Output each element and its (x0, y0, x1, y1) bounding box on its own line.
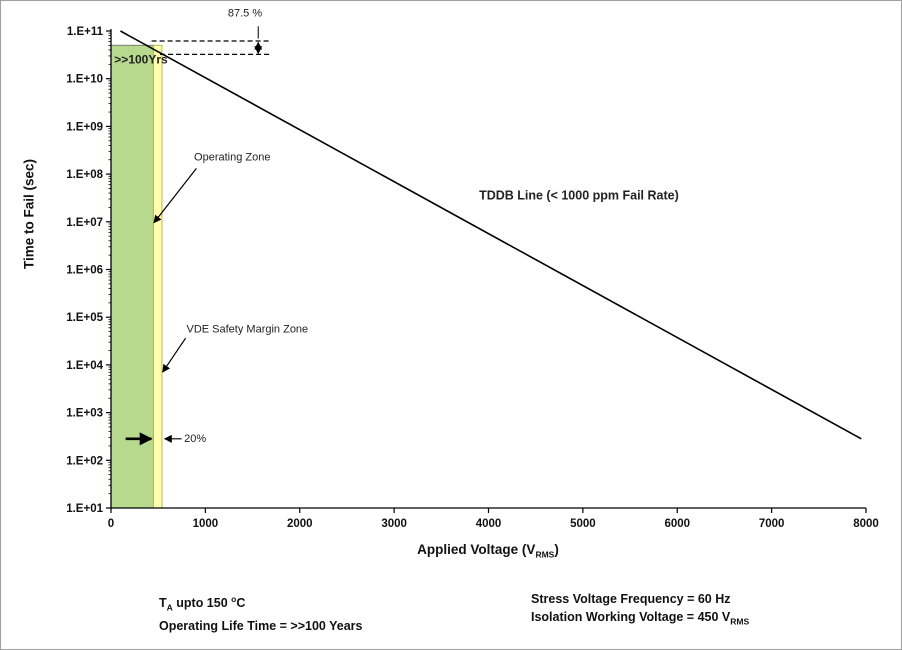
y-tick-label: 1.E+11 (67, 26, 104, 38)
y-tick-label: 1.E+05 (66, 312, 103, 324)
x-axis-title: Applied Voltage (VRMS) (417, 542, 559, 560)
x-tick-label: 5000 (570, 518, 596, 530)
chart-canvas: 1.E+01 1.E+02 1.E+03 1.E+04 1.E+05 1.E+06 1.E+… (66, 8, 879, 530)
y-tick-label: 1.E+07 (66, 217, 103, 229)
annotation-tddb-line-label: TDDB Line (< 1000 ppm Fail Rate) (479, 188, 679, 202)
notes-right: Stress Voltage Frequency = 60 Hz Isolati… (531, 590, 749, 631)
notes-left: TA upto 150 oC Operating Life Time = >>1… (159, 590, 362, 635)
annotation-operating-zone: Operating Zone (194, 152, 270, 164)
y-tick-label: 1.E+03 (66, 408, 103, 420)
x-tick-label: 4000 (476, 518, 502, 530)
x-axis-title-post: ) (554, 542, 559, 557)
annotation-years: >>100Yrs (114, 52, 168, 66)
zone-operating (110, 44, 154, 509)
operating-zone-pointer (153, 168, 197, 224)
y-tick-label: 1.E+04 (66, 360, 103, 372)
y-tick-label: 1.E+10 (66, 74, 103, 86)
note-operating-life: Operating Life Time = >>100 Years (159, 618, 363, 633)
x-tick-label: 1000 (193, 518, 219, 530)
x-tick-label: 3000 (381, 518, 407, 530)
x-tick-label: 7000 (759, 518, 785, 530)
note-stress-frequency: Stress Voltage Frequency = 60 Hz (531, 592, 731, 606)
tddb-line (120, 30, 862, 440)
y-tick-label: 1.E+01 (66, 503, 103, 515)
x-axis-title-pre: Applied Voltage (V (417, 542, 536, 557)
note-ambient-temp: TA upto 150 oC (159, 594, 246, 613)
y-tick-label: 1.E+02 (66, 455, 103, 467)
y-tick-label: 1.E+06 (66, 265, 103, 277)
x-tick-label: 0 (108, 518, 114, 530)
vde-zone-pointer (162, 337, 187, 373)
y-tick-label: 1.E+08 (66, 169, 103, 181)
zone-vde (152, 44, 163, 509)
annotation-pct875: 87.5 % (228, 8, 262, 20)
x-axis-title-sub: RMS (535, 549, 555, 560)
annotation-vde-zone: VDE Safety Margin Zone (187, 323, 309, 335)
annotation-pct20: 20% (184, 433, 206, 445)
y-tick-label: 1.E+09 (66, 121, 103, 133)
note-isolation-voltage: Isolation Working Voltage = 450 VRMS (531, 610, 750, 627)
x-tick-label: 8000 (853, 518, 879, 530)
x-tick-label: 6000 (664, 518, 690, 530)
y-axis-title: Time to Fail (sec) (21, 158, 37, 270)
x-tick-label: 2000 (287, 518, 313, 530)
